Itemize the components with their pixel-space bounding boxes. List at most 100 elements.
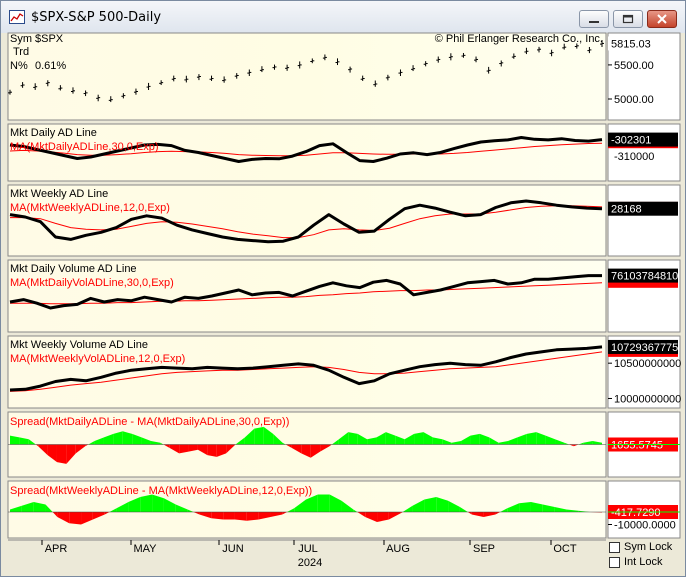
spread-area-6 [530, 502, 543, 512]
ma-line-3 [10, 282, 603, 305]
x-year-label: 2024 [298, 557, 322, 569]
spread-area-6 [400, 512, 403, 514]
app-chart-icon [9, 10, 25, 24]
spread-area-6 [234, 512, 247, 521]
minimize-button[interactable] [579, 10, 609, 28]
spread-area-6 [436, 497, 449, 512]
spread-area-6 [353, 509, 358, 512]
spread-area-6 [507, 503, 520, 512]
spread-area-6 [57, 512, 70, 524]
last-value-2-bg [608, 201, 678, 216]
spread-area-5 [160, 442, 164, 445]
spread-area-5 [94, 437, 104, 445]
ma-label-1: MA(MktDailyADLine,30,0,Exp) [10, 141, 159, 153]
spread-area-5 [442, 439, 452, 445]
spread-area-6 [412, 499, 425, 512]
y-tick-label-1: -310000 [614, 151, 654, 163]
ma-line-4 [9, 351, 603, 392]
title-bar[interactable]: $SPX-S&P 500-Daily [1, 1, 685, 33]
spread-area-5 [103, 433, 114, 445]
close-button[interactable] [647, 10, 677, 28]
last-value-4-bg [608, 339, 678, 354]
spread-area-5 [592, 440, 602, 445]
y-axis-2 [607, 184, 681, 257]
spread-area-6 [187, 509, 194, 512]
spread-area-5 [226, 444, 236, 454]
spread-area-6 [104, 512, 110, 515]
panel-title-2: Mkt Weekly AD Line [10, 188, 108, 200]
int-lock-checkbox[interactable] [609, 557, 620, 568]
spread-area-5 [263, 426, 274, 445]
spread-area-5 [385, 432, 396, 445]
spread-area-5 [47, 444, 57, 463]
minimize-icon [589, 21, 599, 23]
last-value-1-bg [608, 132, 678, 147]
spread-area-6 [246, 512, 259, 521]
copyright-text: © Phil Erlanger Research Co., Inc. [435, 33, 603, 45]
spread-area-5 [489, 437, 499, 445]
spread-area-5 [338, 432, 349, 445]
panel-0 [7, 32, 607, 121]
spread-area-5 [235, 437, 245, 445]
spread-area-5 [88, 440, 95, 445]
spread-area-6 [33, 502, 46, 512]
spread-area-6 [554, 507, 567, 512]
spread-area-6 [140, 494, 153, 512]
x-tick-label-jul: JUL [298, 543, 318, 555]
spread-area-5 [207, 444, 217, 457]
spread-area-6 [365, 512, 378, 522]
spread-area-5 [423, 432, 433, 445]
last-value-2: 28168 [611, 204, 642, 216]
spread-area-5 [141, 437, 151, 445]
spread-area-6 [329, 494, 342, 512]
spread-area-6 [92, 512, 105, 520]
spread-area-5 [169, 444, 180, 454]
spread-area-5 [555, 439, 565, 445]
x-tick-label-apr: APR [45, 543, 68, 555]
ma-label-4: MA(MktWeeklyVolADLine,12,0,Exp) [10, 353, 185, 365]
spread-area-5 [10, 435, 20, 445]
spread-area-5 [113, 431, 123, 445]
y-tick-label-4: 10000000000 [614, 393, 681, 405]
ma-label-2: MA(MktWeeklyADLine,12,0,Exp) [10, 202, 170, 214]
maximize-icon [622, 14, 634, 24]
sym-value: $SPX [35, 33, 64, 45]
spread-area-6 [163, 498, 176, 512]
spread-area-6 [542, 504, 555, 512]
spread-area-6 [69, 512, 82, 525]
panel-2 [7, 184, 607, 257]
spread-area-5 [357, 433, 368, 445]
spread-area-5 [282, 442, 286, 445]
spread-area-5 [197, 444, 208, 456]
spread-area-6 [258, 512, 271, 520]
spread-area-6 [45, 504, 53, 512]
spread-area-5 [498, 440, 509, 445]
last-value-6: -417.7290 [611, 507, 661, 519]
spread-area-5 [38, 444, 48, 456]
spread-area-5 [188, 444, 198, 452]
spread-area-6 [495, 512, 501, 515]
spread-area-5 [508, 437, 518, 445]
spread-area-5 [179, 444, 189, 454]
last-value-3: 76103784810 [611, 271, 678, 283]
spread-area-5 [573, 444, 579, 447]
spread-area-5 [395, 435, 405, 445]
x-tick-label-jun: JUN [222, 543, 243, 555]
x-tick-label-aug: AUG [386, 543, 410, 555]
spread-area-6 [128, 497, 141, 512]
spread-area-5 [273, 433, 283, 445]
spread-area-5 [163, 444, 170, 449]
spread-area-6 [448, 500, 460, 512]
indicator-line-2 [9, 199, 603, 244]
sym-lock-checkbox[interactable] [609, 542, 620, 553]
spread-area-5 [461, 435, 471, 445]
spread-area-5 [470, 433, 480, 445]
int-lock-label: Int Lock [624, 556, 663, 568]
maximize-button[interactable] [613, 10, 643, 28]
spread-area-5 [569, 444, 574, 447]
window-title: $SPX-S&P 500-Daily [31, 10, 162, 25]
spread-area-6 [341, 500, 354, 512]
spread-area-6 [306, 494, 318, 512]
panel-4 [7, 335, 607, 409]
